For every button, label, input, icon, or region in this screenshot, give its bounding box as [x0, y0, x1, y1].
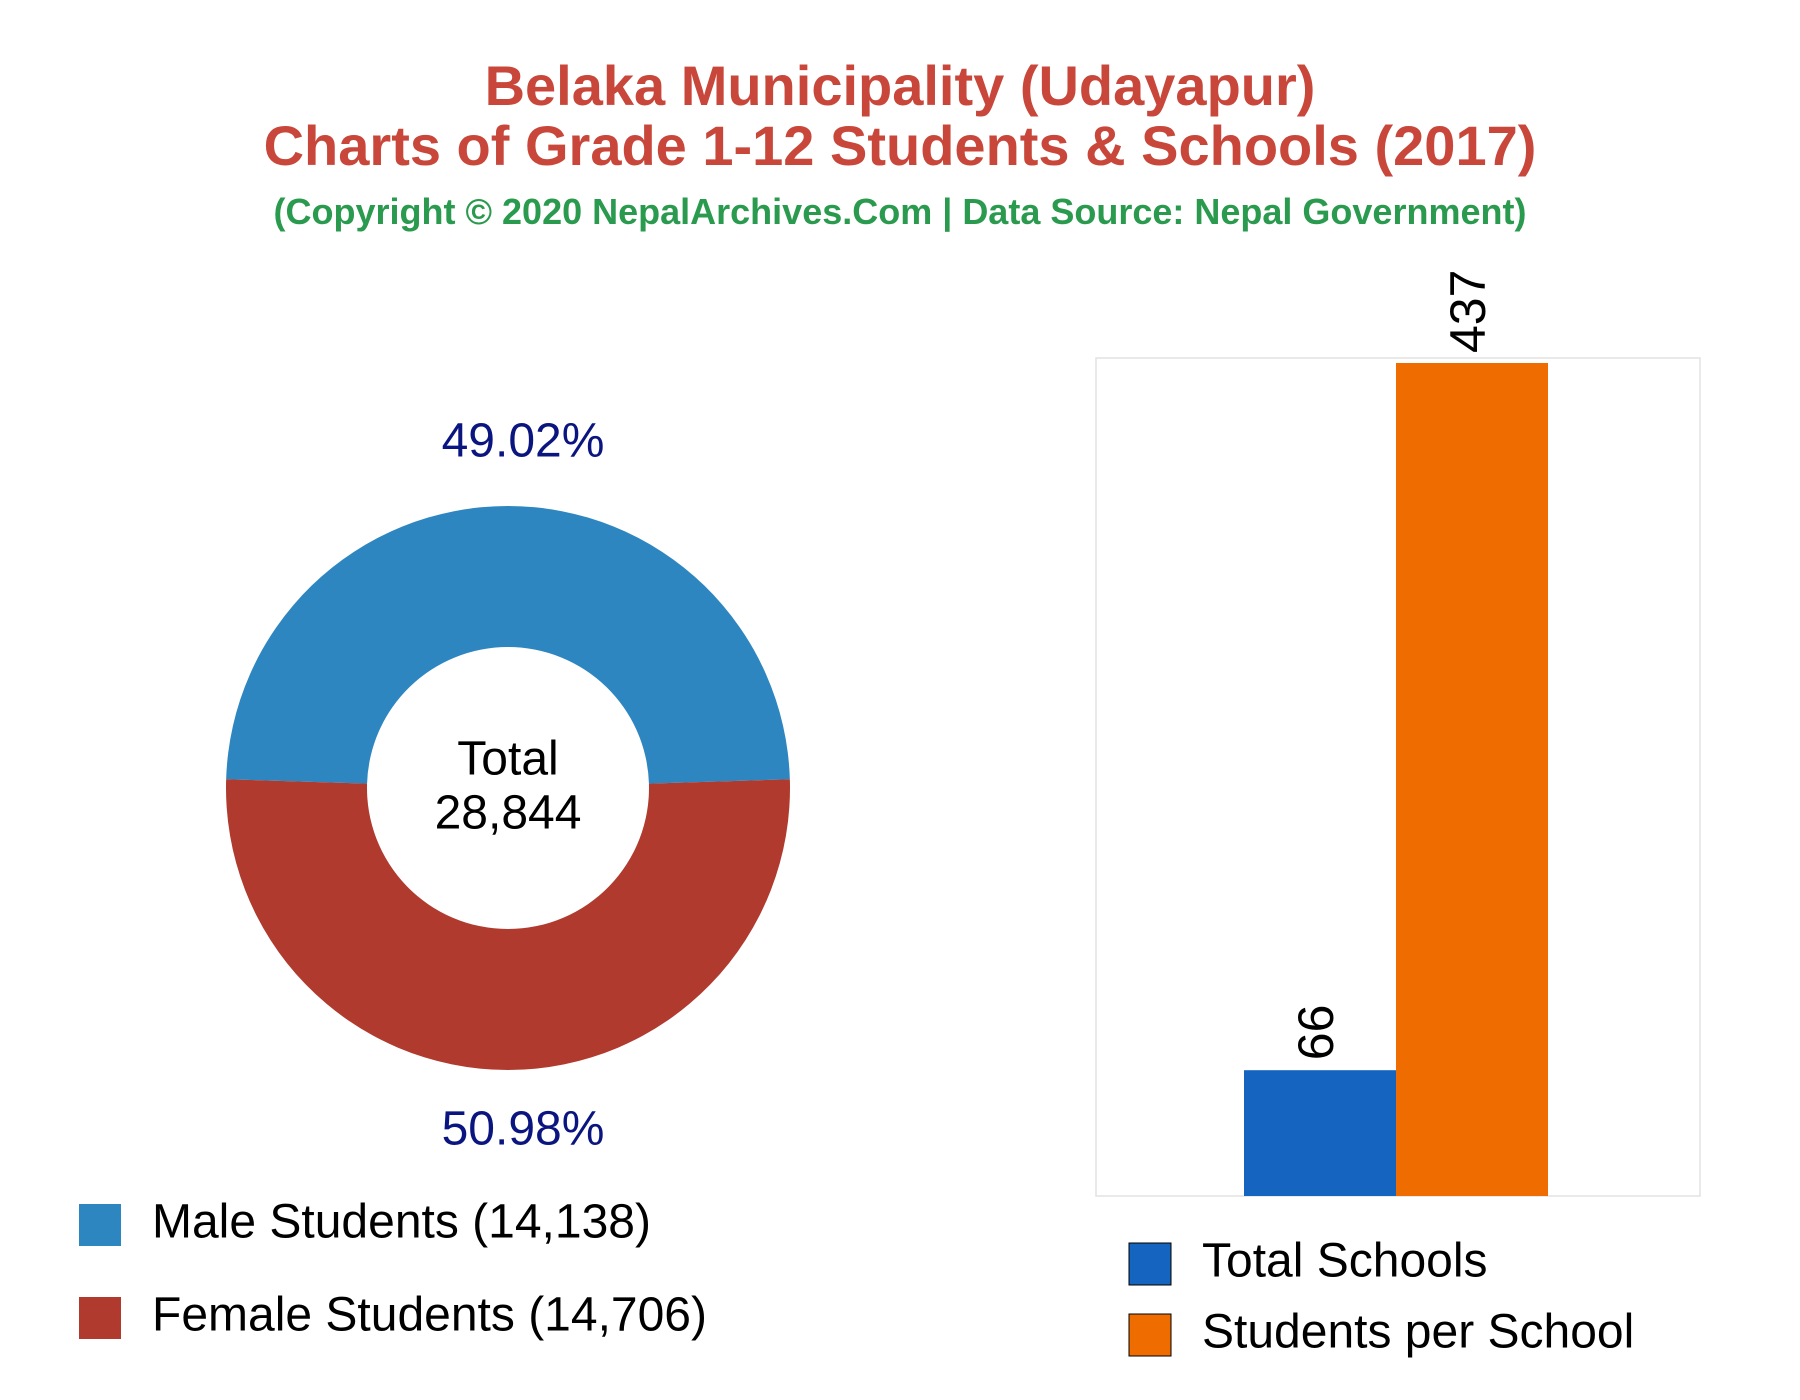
bar-chart: 66 437	[1095, 270, 1701, 1197]
legend-label-students-per-school: Students per School	[1202, 1306, 1634, 1359]
chart-title-line-1: Belaka Municipality (Udayapur)	[484, 54, 1316, 117]
bar-legend: Total Schools Students per School	[1128, 1235, 1634, 1359]
chart-subtitle: (Copyright © 2020 NepalArchives.Com | Da…	[273, 191, 1527, 232]
legend-swatch-total-schools	[1128, 1242, 1172, 1286]
donut-legend: Male Students (14,138) Female Students (1…	[79, 1196, 707, 1342]
donut-percent-label-male: 49.02%	[442, 415, 605, 468]
bar-value-label-total-schools: 66	[1288, 1005, 1344, 1061]
donut-slice-male	[226, 506, 790, 784]
bar-value-label-students-per-school: 437	[1440, 270, 1496, 353]
donut-center-value: 28,844	[435, 787, 582, 840]
chart-title-line-2: Charts of Grade 1-12 Students & Schools …	[263, 114, 1537, 177]
donut-slice-female	[226, 779, 791, 1071]
legend-swatch-female	[79, 1297, 121, 1339]
legend-label-total-schools: Total Schools	[1202, 1235, 1488, 1288]
legend-swatch-male	[79, 1204, 121, 1246]
legend-swatch-students-per-school	[1128, 1313, 1172, 1357]
bar-total-schools	[1244, 1070, 1396, 1196]
legend-label-male: Male Students (14,138)	[152, 1196, 651, 1249]
donut-percent-label-female: 50.98%	[442, 1103, 605, 1156]
legend-label-female: Female Students (14,706)	[152, 1289, 707, 1342]
bar-students-per-school	[1396, 363, 1548, 1196]
donut-center-label: Total	[457, 733, 558, 786]
